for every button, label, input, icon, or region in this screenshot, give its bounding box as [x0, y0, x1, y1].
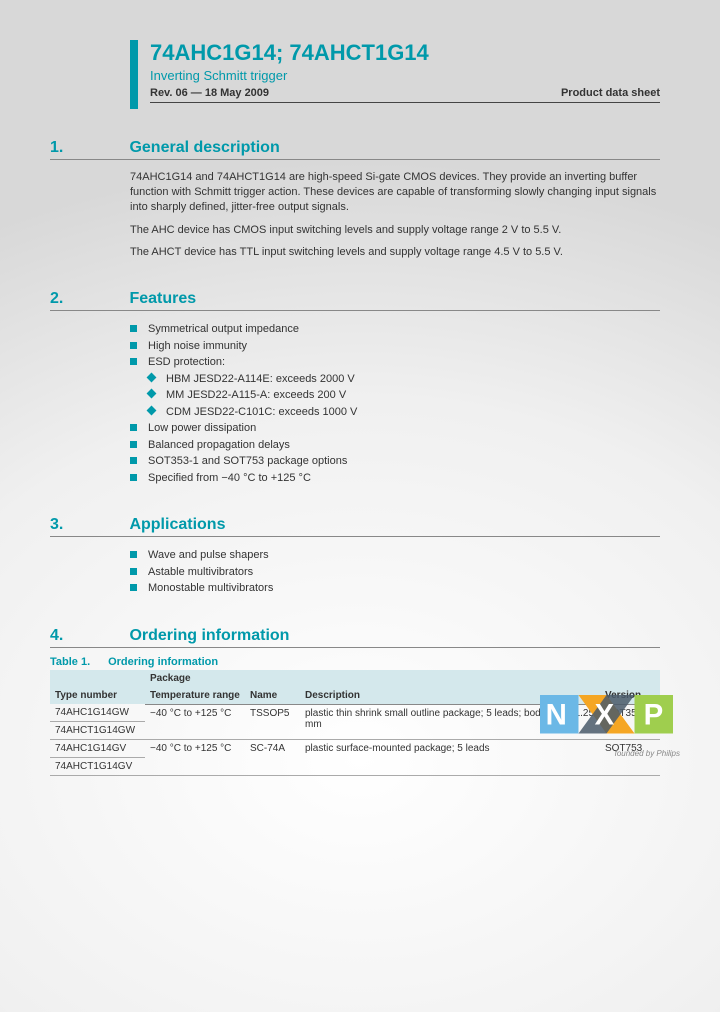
section-header-1: 1. General description — [50, 139, 660, 160]
cell-type: 74AHC1G14GW — [50, 704, 145, 722]
feature-item: High noise immunity — [130, 338, 660, 355]
table-caption-text: Ordering information — [108, 656, 218, 668]
section-header-2: 2. Features — [50, 290, 660, 311]
feature-item: Balanced propagation delays — [130, 437, 660, 454]
feature-subitem: HBM JESD22-A114E: exceeds 2000 V — [130, 371, 660, 388]
feature-item: ESD protection: — [130, 354, 660, 371]
app-item: Wave and pulse shapers — [130, 547, 660, 564]
features-list: Symmetrical output impedance High noise … — [130, 321, 660, 486]
section-title: Applications — [129, 516, 225, 533]
revision-row: Rev. 06 — 18 May 2009 Product data sheet — [150, 87, 660, 103]
feature-subitem: MM JESD22-A115-A: exceeds 200 V — [130, 387, 660, 404]
nxp-logo: N X P — [540, 686, 680, 746]
app-item: Monostable multivibrators — [130, 580, 660, 597]
section-num: 4. — [50, 627, 125, 645]
col-name: Name — [245, 687, 300, 705]
revision-text: Rev. 06 — 18 May 2009 — [150, 87, 269, 99]
svg-text:N: N — [546, 699, 567, 732]
col-package: Package — [145, 670, 660, 687]
feature-item: Low power dissipation — [130, 420, 660, 437]
cell-type: 74AHCT1G14GV — [50, 758, 145, 776]
cell-type: 74AHC1G14GV — [50, 740, 145, 758]
document-title: 74AHC1G14; 74AHCT1G14 — [150, 40, 660, 66]
table-caption: Table 1. Ordering information — [50, 656, 720, 668]
desc-p1: 74AHC1G14 and 74AHCT1G14 are high-speed … — [130, 170, 660, 215]
section-title: Ordering information — [129, 627, 289, 644]
doctype-text: Product data sheet — [561, 87, 660, 99]
cell-temp: −40 °C to +125 °C — [145, 704, 245, 740]
svg-text:P: P — [644, 699, 664, 732]
section-num: 1. — [50, 139, 125, 157]
col-temp: Temperature range — [145, 687, 245, 705]
desc-p2: The AHC device has CMOS input switching … — [130, 223, 660, 238]
svg-text:X: X — [595, 699, 615, 732]
section-title: Features — [129, 290, 196, 307]
cell-type: 74AHCT1G14GW — [50, 722, 145, 740]
feature-item: SOT353-1 and SOT753 package options — [130, 453, 660, 470]
cell-temp: −40 °C to +125 °C — [145, 740, 245, 776]
document-header: 74AHC1G14; 74AHCT1G14 Inverting Schmitt … — [130, 40, 660, 109]
table-num: Table 1. — [50, 656, 105, 668]
section-num: 2. — [50, 290, 125, 308]
desc-p3: The AHCT device has TTL input switching … — [130, 245, 660, 260]
section-title: General description — [129, 139, 279, 156]
feature-subitem: CDM JESD22-C101C: exceeds 1000 V — [130, 404, 660, 421]
app-item: Astable multivibrators — [130, 564, 660, 581]
applications-list: Wave and pulse shapers Astable multivibr… — [130, 547, 660, 597]
col-type: Type number — [50, 670, 145, 705]
document-subtitle: Inverting Schmitt trigger — [150, 68, 660, 83]
cell-name: SC-74A — [245, 740, 300, 776]
feature-item: Symmetrical output impedance — [130, 321, 660, 338]
section-num: 3. — [50, 516, 125, 534]
description-body: 74AHC1G14 and 74AHCT1G14 are high-speed … — [130, 170, 660, 260]
section-header-3: 3. Applications — [50, 516, 660, 537]
section-header-4: 4. Ordering information — [50, 627, 660, 648]
brand-tagline: founded by Philips — [615, 749, 680, 758]
feature-item: Specified from −40 °C to +125 °C — [130, 470, 660, 487]
cell-name: TSSOP5 — [245, 704, 300, 740]
page-content: 74AHC1G14; 74AHCT1G14 Inverting Schmitt … — [0, 0, 720, 776]
